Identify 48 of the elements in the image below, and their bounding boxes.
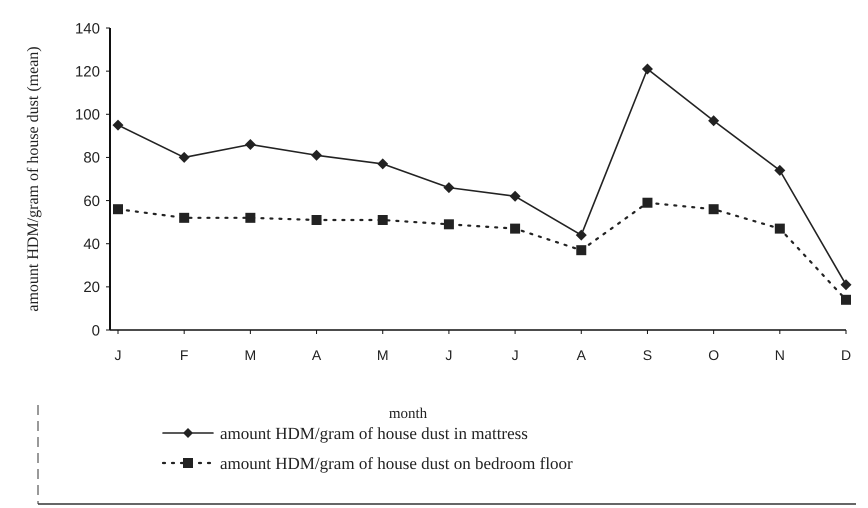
point — [840, 279, 852, 290]
x-tick-label: M — [376, 347, 389, 363]
y-tick-label: 100 — [74, 106, 100, 124]
point — [708, 204, 719, 214]
x-tick-label: J — [512, 347, 519, 363]
point — [708, 115, 720, 126]
legend-label: amount HDM/gram of house dust on bedroom floor — [220, 454, 574, 473]
point — [377, 158, 388, 170]
point — [311, 150, 322, 161]
y-tick-label: 120 — [74, 63, 100, 80]
point — [312, 214, 322, 225]
point — [244, 138, 256, 150]
point — [378, 214, 388, 225]
y-axis-title: amount HDM/gram of house dust (mean) — [25, 46, 42, 312]
x-tick-label: N — [774, 347, 785, 363]
point — [444, 219, 454, 230]
x-tick-label: F — [180, 347, 188, 363]
point — [576, 245, 586, 256]
y-tick-label: 20 — [83, 279, 100, 296]
x-tick-label: M — [244, 347, 256, 363]
point — [112, 120, 124, 131]
x-tick-label: A — [312, 347, 322, 363]
point — [179, 212, 190, 223]
y-tick-label: 60 — [83, 192, 100, 210]
point — [642, 63, 653, 74]
point — [178, 152, 190, 163]
x-axis-title: month — [388, 406, 428, 422]
point — [841, 294, 851, 305]
point — [245, 212, 256, 223]
x-tick-label: O — [708, 347, 720, 363]
x-tick-label: J — [114, 347, 122, 363]
x-tick-label: S — [642, 347, 652, 363]
legend-label: amount HDM/gram of house dust in mattress — [220, 424, 528, 443]
y-tick-label: 0 — [92, 322, 100, 340]
point — [774, 164, 786, 176]
point — [510, 190, 521, 202]
point — [510, 224, 520, 234]
point — [576, 230, 587, 241]
y-tick-label: 140 — [74, 20, 100, 38]
point — [642, 198, 652, 208]
y-tick-label: 80 — [83, 150, 100, 167]
point — [774, 224, 785, 234]
x-tick-label: A — [576, 347, 587, 363]
x-tick-label: D — [840, 347, 852, 363]
point — [113, 204, 123, 214]
x-tick-label: J — [445, 347, 452, 363]
y-tick-label: 40 — [83, 236, 100, 253]
point — [443, 182, 454, 194]
